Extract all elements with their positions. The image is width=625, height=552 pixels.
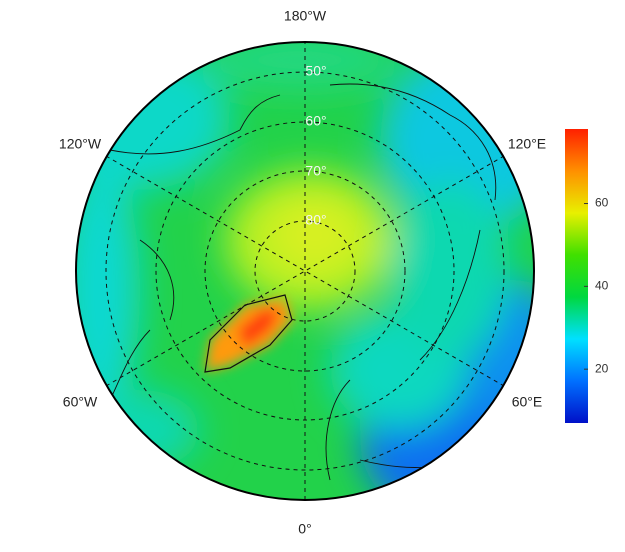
colorbar xyxy=(565,129,588,423)
meridian-label: 60°E xyxy=(512,394,543,410)
colorbar-tick-label: 20 xyxy=(595,361,609,375)
meridian-label: 60°W xyxy=(63,394,98,410)
map-border xyxy=(75,41,535,501)
latitude-label: 80° xyxy=(305,212,326,228)
field xyxy=(76,42,534,500)
latitude-label: 70° xyxy=(305,163,326,179)
colorbar-tick-label: 60 xyxy=(595,196,609,210)
meridian-label: 120°E xyxy=(508,136,546,152)
colorbar-tick-label: 40 xyxy=(595,279,609,293)
meridian-label: 180°W xyxy=(284,8,327,24)
latitude-label: 60° xyxy=(305,113,326,129)
meridian-label: 120°W xyxy=(59,136,102,152)
latitude-label: 50° xyxy=(305,63,326,79)
meridian-label: 0° xyxy=(298,521,311,537)
